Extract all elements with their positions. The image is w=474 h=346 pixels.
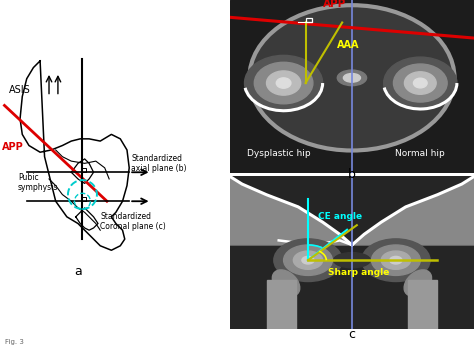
Circle shape: [293, 251, 323, 269]
Circle shape: [413, 78, 427, 88]
Circle shape: [393, 64, 447, 102]
Text: Pubic
symphysis: Pubic symphysis: [18, 173, 58, 192]
Circle shape: [381, 251, 410, 269]
Bar: [266, 280, 296, 329]
Text: ASIS: ASIS: [9, 85, 31, 95]
Polygon shape: [352, 176, 474, 245]
Text: Standardized
axial plane (b): Standardized axial plane (b): [131, 154, 187, 173]
Circle shape: [283, 245, 332, 275]
Text: CE angle: CE angle: [318, 212, 362, 221]
Circle shape: [383, 57, 457, 109]
Circle shape: [302, 256, 314, 264]
Ellipse shape: [337, 70, 366, 86]
Text: b: b: [348, 168, 356, 181]
Bar: [408, 280, 438, 329]
Text: Sharp angle: Sharp angle: [328, 268, 389, 277]
Text: Standardized
Coronal plane (c): Standardized Coronal plane (c): [100, 211, 166, 231]
Text: AAA: AAA: [337, 40, 360, 51]
Text: Dysplastic hip: Dysplastic hip: [247, 149, 310, 158]
Bar: [82, 197, 86, 201]
Ellipse shape: [334, 253, 370, 268]
Circle shape: [254, 62, 313, 104]
Circle shape: [390, 256, 402, 264]
Text: APP: APP: [2, 142, 24, 152]
Circle shape: [266, 71, 301, 95]
Bar: [306, 18, 312, 22]
Ellipse shape: [273, 270, 300, 296]
Circle shape: [249, 5, 455, 151]
Ellipse shape: [343, 74, 361, 82]
Bar: [82, 168, 86, 172]
Text: Normal hip: Normal hip: [395, 149, 445, 158]
Circle shape: [404, 72, 436, 94]
Circle shape: [372, 245, 420, 275]
Text: APP: APP: [323, 0, 346, 9]
Circle shape: [362, 239, 430, 282]
Ellipse shape: [404, 270, 431, 296]
Circle shape: [245, 55, 323, 111]
Text: a: a: [74, 265, 82, 278]
Circle shape: [274, 239, 342, 282]
Circle shape: [276, 78, 291, 88]
Text: Fig. 3: Fig. 3: [5, 339, 24, 345]
Text: c: c: [349, 328, 356, 342]
Polygon shape: [230, 176, 352, 245]
